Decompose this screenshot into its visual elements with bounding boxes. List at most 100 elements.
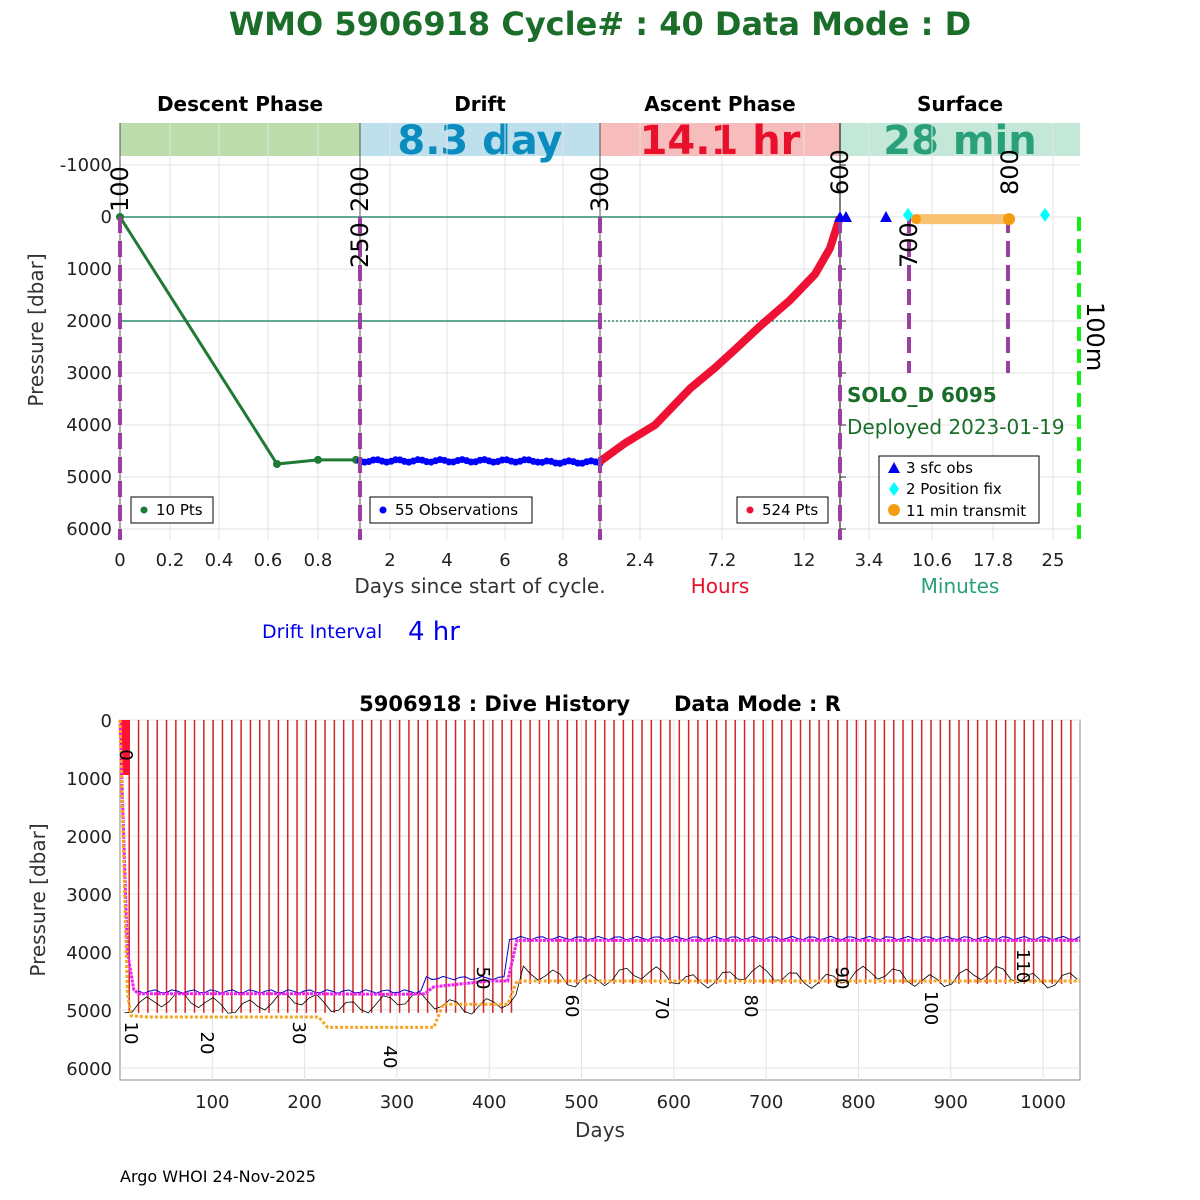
descent-line (118, 216, 360, 466)
early-dives (120, 720, 130, 775)
ytick-label: 3000 (66, 363, 112, 384)
legend-transmit-icon (888, 504, 900, 516)
hours-xlabel: Hours (691, 574, 750, 598)
legend-transmit: 11 min transmit (906, 502, 1026, 520)
sample-mark: 800 (996, 149, 1024, 195)
xtick-label: 400 (472, 1092, 506, 1113)
xtick-label: 0 (114, 550, 125, 571)
dive-history-title: 5906918 : Dive History Data Mode : R (359, 692, 841, 716)
dive-ticks: 100 200 300 400 500 600 700 800 900 1000010002000… (66, 711, 1066, 1113)
sample-mark: 100 (106, 166, 134, 212)
ytick-label: 1000 (66, 769, 112, 790)
ascent-legend-swatch (746, 506, 754, 514)
position-fix-marker (1040, 207, 1050, 222)
minutes-xlabel: Minutes (921, 574, 1000, 598)
legend-sfc-obs: 3 sfc obs (906, 459, 973, 477)
descent-legend-text: 10 Pts (156, 501, 203, 519)
cycle-label: 70 (651, 997, 672, 1020)
phase-band-3 (840, 123, 1080, 156)
cycle-label: 40 (379, 1046, 400, 1069)
xtick-label: 2 (384, 550, 395, 571)
xtick-label: 4 (441, 550, 452, 571)
xtick-label: 600 (657, 1092, 691, 1113)
ytick-label: 6000 (66, 1059, 112, 1080)
sample-mark: 300 (586, 166, 614, 212)
ytick-label: 0 (101, 711, 112, 732)
ytick-label: 4000 (66, 415, 112, 436)
cycle-label: 60 (561, 995, 582, 1018)
phase-band-1 (360, 123, 600, 156)
phase-band-0 (120, 123, 360, 156)
dive-plot-area (119, 719, 1081, 1081)
ytick-label: -1000 (60, 155, 112, 176)
xtick-label: 17.8 (973, 550, 1013, 571)
xtick-label: 0.8 (304, 550, 333, 571)
xtick-label: 10.6 (912, 550, 952, 571)
phase-label: Ascent Phase (644, 92, 795, 116)
cycle-label: 50 (472, 967, 493, 990)
sample-mark: 100m (1081, 302, 1109, 371)
descent-legend-swatch (140, 506, 148, 514)
drift-legend-text: 55 Observations (395, 501, 518, 519)
series-park (118, 719, 1080, 996)
xtick-label: 500 (564, 1092, 598, 1113)
ascent-line (597, 215, 844, 465)
sample-mark: 700 (895, 222, 923, 268)
footer-credit: Argo WHOI 24-Nov-2025 (120, 1167, 316, 1186)
xtick-label: 8 (557, 550, 568, 571)
xtick-label: 900 (934, 1092, 968, 1113)
xtick-label: 2.4 (626, 550, 655, 571)
drift-interval-value: 4 hr (408, 617, 460, 647)
dive-history-panel: 5906918 : Dive History Data Mode : R 010… (26, 692, 1081, 1142)
position-fix-marker (903, 207, 913, 222)
series-profile (118, 719, 1080, 1029)
cycle-label: 10 (120, 1022, 141, 1045)
drift-legend-swatch (379, 506, 387, 514)
cycle-label: 110 (1012, 949, 1033, 983)
cycle-xticks: 0 0.2 0.4 0.6 0.8 2 4 6 8 2.4 7.2 12 3.4 10.6 17.8 25 (114, 550, 1064, 571)
legend-fix-icon (889, 482, 899, 496)
cycle-data: 100 200 250 300 600 700 800 100m 10 Pts 55 Observ… (106, 149, 1109, 540)
sfc-obs-marker (840, 211, 852, 222)
drift-legend-box (369, 496, 533, 524)
days-xlabel: Days since start of cycle. (354, 574, 605, 598)
ytick-label: 2000 (66, 827, 112, 848)
float-name: SOLO_D 6095 (847, 383, 997, 407)
dive-grid (119, 719, 1081, 1081)
legend-sfc-obs-icon (888, 462, 900, 473)
xtick-label: 300 (380, 1092, 414, 1113)
xtick-label: 3.4 (855, 550, 884, 571)
dive-data: 0 10 20 30 40 50 60 70 80 90 100 110 (115, 719, 1081, 1069)
ytick-label: 6000 (66, 519, 112, 540)
ytick-label: 5000 (66, 467, 112, 488)
ytick-label: 1000 (66, 259, 112, 280)
xtick-label: 0.4 (205, 550, 234, 571)
drift-interval-label: Drift Interval (262, 621, 382, 643)
sample-mark: 250 (346, 222, 374, 268)
transmit-start (911, 214, 921, 225)
dive-ylabel: Pressure [dbar] (26, 823, 50, 976)
cycle-label: 0 (115, 749, 136, 760)
phase-duration: 8.3 day (397, 118, 562, 164)
sample-mark: 600 (826, 149, 854, 195)
sfc-obs-marker (880, 211, 892, 222)
descent-point (273, 460, 281, 468)
cycle-label: 100 (920, 991, 941, 1025)
xtick-label: 800 (841, 1092, 875, 1113)
ytick-label: 4000 (66, 943, 112, 964)
ytick-label: 3000 (66, 885, 112, 906)
descent-point (314, 455, 322, 464)
cycle-label: 20 (196, 1032, 217, 1055)
cycle-yticks: -1000 0 1000 2000 3000 4000 5000 6000 (60, 155, 112, 540)
xtick-label: 0.6 (254, 550, 283, 571)
xtick-label: 6 (499, 550, 510, 571)
cycle-label: 90 (831, 967, 852, 990)
cycle-label: 30 (288, 1022, 309, 1045)
legend-fix: 2 Position fix (906, 480, 1002, 498)
surface-legend-box (878, 455, 1040, 524)
phase-label: Surface (917, 92, 1003, 116)
transmit-end (1003, 213, 1015, 226)
ytick-label: 0 (101, 207, 112, 228)
